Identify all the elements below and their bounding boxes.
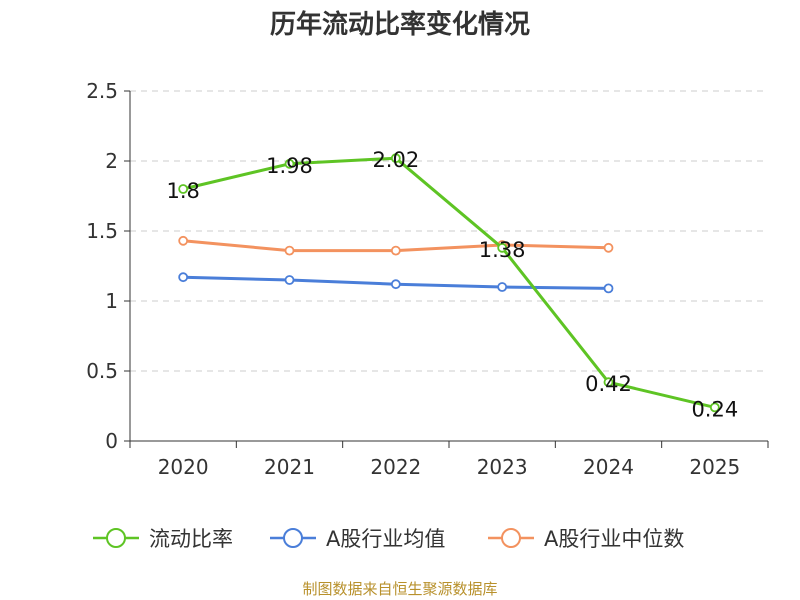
legend[interactable]: 流动比率 A股行业均值 A股行业中位数 — [93, 527, 684, 551]
source-note: 制图数据来自恒生聚源数据库 — [302, 580, 497, 598]
series-lines — [178, 153, 720, 413]
y-tick-label: 2.5 — [86, 79, 118, 103]
data-point[interactable] — [390, 153, 401, 164]
data-point[interactable] — [603, 377, 614, 388]
data-label: 1.38 — [479, 238, 526, 262]
data-point[interactable] — [178, 235, 189, 246]
data-label: 1.98 — [266, 154, 313, 178]
x-tick-label: 2023 — [477, 455, 528, 479]
grid-lines — [130, 90, 768, 372]
x-tick-label: 2025 — [689, 455, 740, 479]
data-point[interactable] — [390, 279, 401, 290]
legend-marker — [106, 528, 126, 548]
legend-marker — [501, 528, 521, 548]
data-point[interactable] — [709, 402, 720, 413]
legend-item[interactable]: A股行业均值 — [270, 527, 445, 551]
y-tick-label: 1.5 — [86, 219, 118, 243]
data-label: 0.42 — [585, 372, 632, 396]
data-point[interactable] — [178, 184, 189, 194]
x-tick-label: 2021 — [264, 455, 315, 479]
legend-marker — [283, 528, 303, 548]
data-point[interactable] — [178, 272, 189, 283]
y-tick-label: 2 — [105, 149, 118, 173]
legend-label: A股行业中位数 — [544, 527, 684, 551]
legend-label: A股行业均值 — [326, 527, 445, 551]
data-point[interactable] — [603, 242, 614, 253]
data-label: 0.24 — [691, 397, 738, 421]
data-point[interactable] — [390, 245, 401, 256]
legend-item[interactable]: 流动比率 — [93, 527, 233, 551]
chart-title: 历年流动比率变化情况 — [270, 9, 530, 40]
legend-label: 流动比率 — [149, 527, 233, 551]
data-point[interactable] — [284, 158, 295, 169]
data-label: 1.8 — [166, 179, 199, 203]
x-tick-label: 2022 — [370, 455, 421, 479]
data-point[interactable] — [284, 275, 295, 285]
data-point[interactable] — [284, 245, 295, 256]
data-labels: 1.8 1.98 2.02 1.38 0.42 0.24 — [166, 148, 738, 421]
data-point[interactable] — [497, 282, 508, 292]
series-line — [182, 156, 716, 409]
x-tick-label: 2020 — [158, 455, 209, 479]
legend-item[interactable]: A股行业中位数 — [488, 527, 684, 551]
y-tick-label: 0 — [105, 429, 118, 453]
x-tick-label: 2024 — [583, 455, 634, 479]
data-point[interactable] — [497, 242, 508, 253]
y-tick-label: 0.5 — [86, 359, 118, 383]
axes: 0 0.5 1 1.5 2 2.5 2020 2021 2022 2023 2024 2025 — [86, 79, 769, 479]
data-label: 2.02 — [372, 148, 419, 172]
y-tick-label: 1 — [105, 289, 118, 313]
data-point[interactable] — [603, 283, 614, 294]
